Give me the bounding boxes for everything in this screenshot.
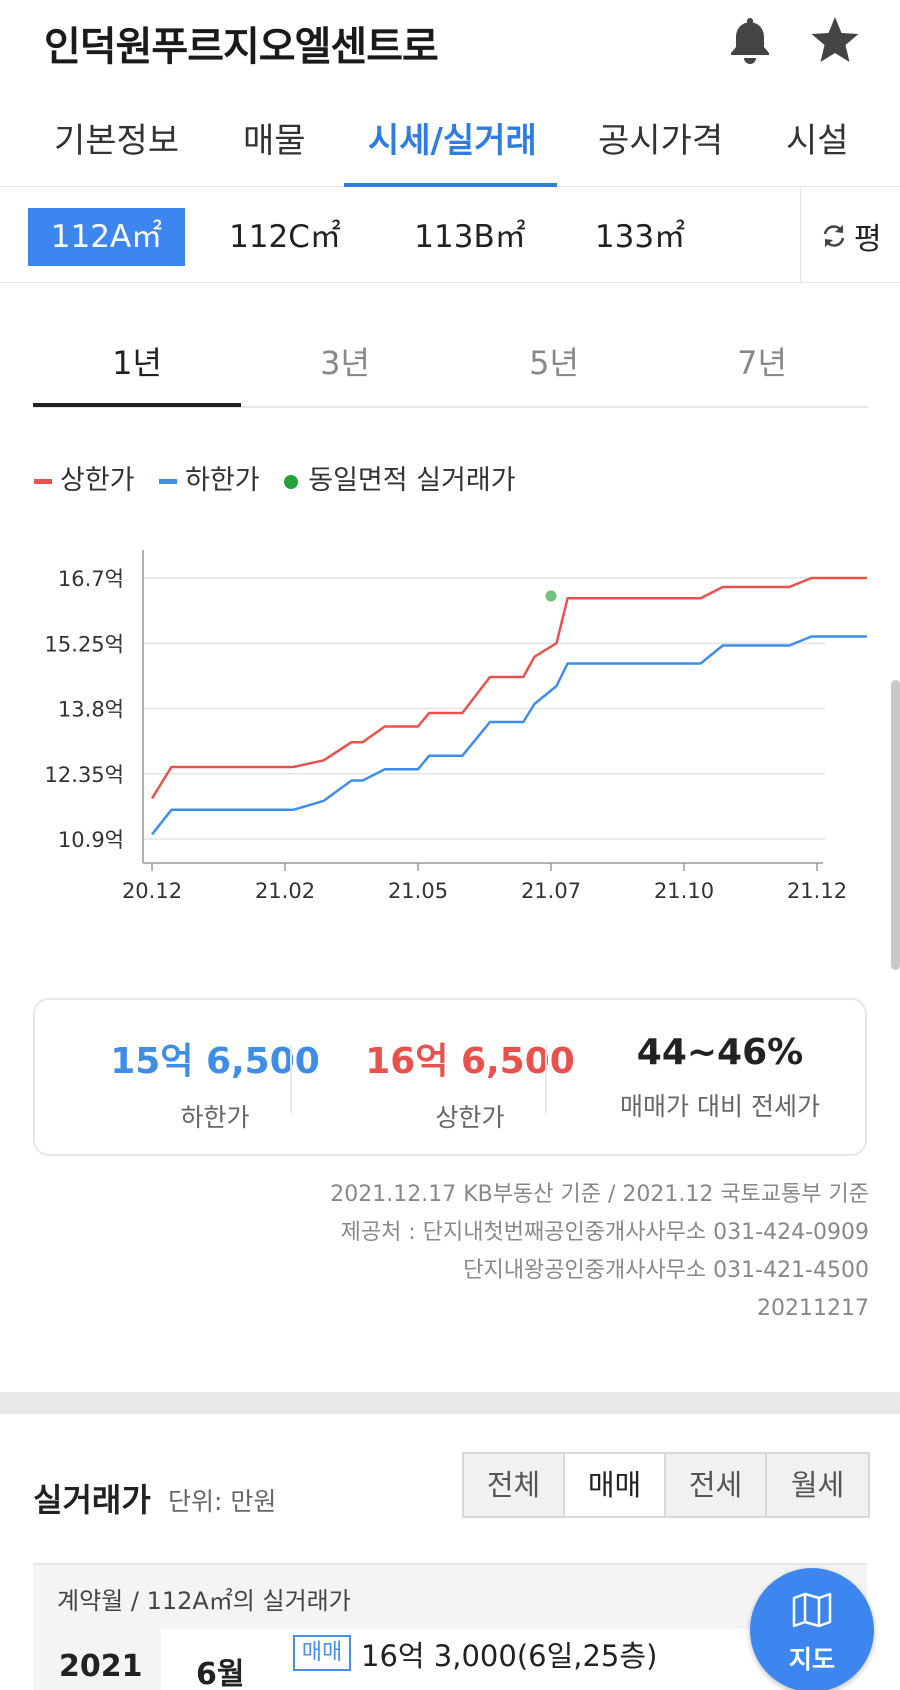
period-5y[interactable]: 5년: [529, 344, 579, 382]
x-tick-label: 21.07: [521, 879, 581, 903]
filter-sale[interactable]: 매매: [565, 1454, 666, 1516]
summary-high-value: 16억 6,500: [365, 1041, 575, 1082]
scrollbar-thumb[interactable]: [891, 680, 900, 970]
legend-upper-label: 상한가: [60, 465, 135, 496]
deals-table-header-label: 계약월 / 112A㎡의 실거래가: [57, 1587, 351, 1615]
summary-ratio: 44~46% 매매가 대비 전세가: [595, 1032, 845, 1123]
unit-toggle-label: 평: [854, 222, 882, 257]
legend-upper-swatch: [34, 479, 52, 484]
deal-type-filter: 전체 매매 전세 월세: [462, 1452, 870, 1518]
tab-basic-info[interactable]: 기본정보: [54, 121, 180, 161]
legend-deal: 동일면적 실거래가: [284, 458, 516, 497]
main-tabs: 기본정보 매물 시세/실거래 공시가격 시설: [0, 95, 900, 187]
chart-legend: 상한가 하한가 동일면적 실거래가: [34, 458, 532, 497]
filter-monthly[interactable]: 월세: [790, 1468, 845, 1502]
area-chip-113b[interactable]: 113B㎡: [414, 219, 526, 255]
y-tick-label: 12.35억: [45, 763, 124, 787]
summary-ratio-label: 매매가 대비 전세가: [620, 1092, 820, 1121]
deals-title: 실거래가: [33, 1481, 151, 1519]
source-line: 제공처 : 단지내첫번째공인중개사사무소 031-424-0909: [340, 1220, 869, 1245]
deal-type-badge: 매매: [293, 1635, 351, 1671]
legend-upper: 상한가: [34, 458, 135, 497]
legend-lower-swatch: [159, 479, 178, 484]
summary-divider: [545, 1045, 547, 1113]
active-period-indicator: [33, 403, 241, 407]
summary-high: 16억 6,500 상한가: [345, 1032, 595, 1134]
y-tick-label: 13.8억: [58, 698, 124, 722]
price-chart: 16.7억 15.25억 13.8억 12.35억 10.9억 20.12 21.02 21.…: [45, 550, 867, 903]
source-line: 2021.12.17 KB부동산 기준 / 2021.12 국토교통부 기준: [330, 1182, 869, 1207]
price-summary-card: 15억 6,500 하한가 16억 6,500 상한가 44~46% 매매가 대…: [33, 998, 867, 1156]
tab-facilities[interactable]: 시설: [786, 121, 849, 161]
bell-icon[interactable]: [725, 14, 775, 66]
area-chip-112a[interactable]: 112A㎡: [28, 208, 185, 266]
deal-year: 2021: [33, 1629, 161, 1690]
period-1y[interactable]: 1년: [112, 344, 162, 382]
active-tab-indicator: [344, 183, 557, 187]
summary-low-value: 15억 6,500: [110, 1041, 320, 1082]
page-title: 인덕원푸르지오엘센트로: [44, 24, 439, 70]
y-tick-label: 16.7억: [58, 567, 124, 591]
summary-ratio-value: 44~46%: [636, 1032, 804, 1073]
legend-lower: 하한가: [159, 458, 260, 497]
filter-all[interactable]: 전체: [464, 1454, 565, 1516]
period-3y[interactable]: 3년: [320, 344, 370, 382]
x-tick-label: 21.10: [654, 879, 714, 903]
source-line: 20211217: [757, 1296, 869, 1321]
deals-unit: 단위: 만원: [168, 1487, 277, 1516]
deals-table-header: 계약월 / 112A㎡의 실거래가: [33, 1563, 867, 1629]
summary-high-label: 상한가: [435, 1103, 505, 1132]
summary-low-label: 하한가: [180, 1103, 250, 1132]
star-icon[interactable]: [808, 14, 862, 66]
deal-price: 16억 3,000(6일,25층): [361, 1639, 658, 1673]
x-tick-label: 21.05: [388, 879, 448, 903]
y-tick-label: 10.9억: [58, 828, 124, 852]
tab-price-transactions[interactable]: 시세/실거래: [368, 121, 537, 161]
area-selector: 112A㎡ 112C㎡ 113B㎡ 133㎡ 평: [0, 188, 900, 283]
table-row[interactable]: 2021 6월 매매 16억 3,000(6일,25층): [33, 1629, 867, 1690]
upper-price-line: [150, 576, 867, 800]
map-button-label: 지도: [788, 1645, 835, 1674]
deal-point: [545, 590, 557, 602]
refresh-icon: [823, 225, 845, 247]
lower-price-line: [151, 635, 867, 836]
source-info: 2021.12.17 KB부동산 기준 / 2021.12 국토교통부 기준 제…: [69, 1176, 869, 1328]
app-header: 인덕원푸르지오엘센트로: [0, 0, 900, 90]
map-button[interactable]: 지도: [750, 1568, 874, 1690]
period-tabs: 1년 3년 5년 7년: [33, 330, 868, 408]
x-tick-label: 20.12: [122, 879, 182, 903]
period-7y[interactable]: 7년: [737, 344, 787, 382]
y-tick-label: 15.25억: [45, 632, 124, 656]
section-divider: [0, 1392, 900, 1414]
legend-lower-label: 하한가: [185, 465, 260, 496]
area-chip-133[interactable]: 133㎡: [594, 219, 686, 255]
map-icon: [792, 1592, 832, 1628]
x-tick-label: 21.12: [787, 879, 847, 903]
deal-month: 6월: [196, 1657, 245, 1690]
tab-listings[interactable]: 매물: [243, 121, 306, 161]
area-chip-112c[interactable]: 112C㎡: [229, 219, 341, 255]
legend-deal-label: 동일면적 실거래가: [308, 465, 516, 496]
summary-divider: [290, 1045, 292, 1113]
filter-jeonse[interactable]: 전세: [666, 1454, 767, 1516]
tab-official-price[interactable]: 공시가격: [598, 121, 724, 161]
unit-toggle-button[interactable]: 평: [800, 188, 900, 283]
summary-low: 15억 6,500 하한가: [90, 1032, 340, 1134]
source-line: 단지내왕공인중개사사무소 031-421-4500: [463, 1258, 869, 1283]
x-tick-label: 21.02: [255, 879, 315, 903]
legend-deal-dot: [284, 474, 299, 489]
